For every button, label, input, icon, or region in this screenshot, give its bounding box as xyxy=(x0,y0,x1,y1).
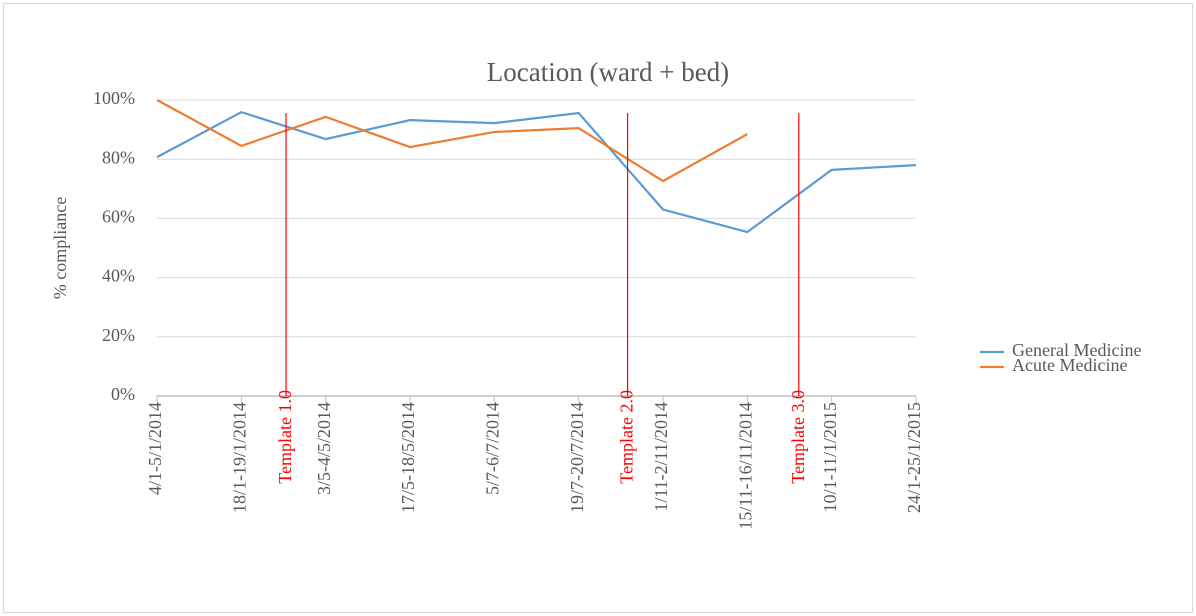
x-tick-label: 1/11-2/11/2014 xyxy=(651,402,671,512)
template-label: Template 1.0 xyxy=(275,390,295,484)
x-tick-label: 15/11-16/11/2014 xyxy=(735,402,755,530)
y-axis-label: % compliance xyxy=(50,197,70,299)
legend-label: Acute Medicine xyxy=(1012,355,1127,375)
x-tick-label: 5/7-6/7/2014 xyxy=(482,402,502,495)
y-tick-label: 0% xyxy=(111,384,135,404)
chart-border xyxy=(3,3,1193,613)
x-tick-label: 4/1-5/1/2014 xyxy=(145,402,165,495)
x-tick-label: 10/1-11/1/2015 xyxy=(820,402,840,512)
x-tick-label: 19/7-20/7/2014 xyxy=(567,402,587,513)
legend-label: General Medicine xyxy=(1012,340,1141,360)
x-tick-label: 17/5-18/5/2014 xyxy=(398,402,418,513)
series-line xyxy=(156,110,917,234)
x-tick-label: 18/1-19/1/2014 xyxy=(229,402,249,513)
x-tick-label: 24/1-25/1/2015 xyxy=(904,402,924,513)
x-tick-label: 3/5-4/5/2014 xyxy=(314,402,334,495)
y-tick-label: 100% xyxy=(93,88,135,108)
y-tick-label: 20% xyxy=(102,325,135,345)
y-tick-label: 40% xyxy=(102,266,135,286)
chart-title: Location (ward + bed) xyxy=(487,57,729,87)
series-line xyxy=(156,99,748,183)
y-tick-label: 80% xyxy=(102,147,135,167)
y-tick-label: 60% xyxy=(102,207,135,227)
template-label: Template 2.0 xyxy=(617,390,637,484)
template-label: Template 3.0 xyxy=(788,390,808,484)
